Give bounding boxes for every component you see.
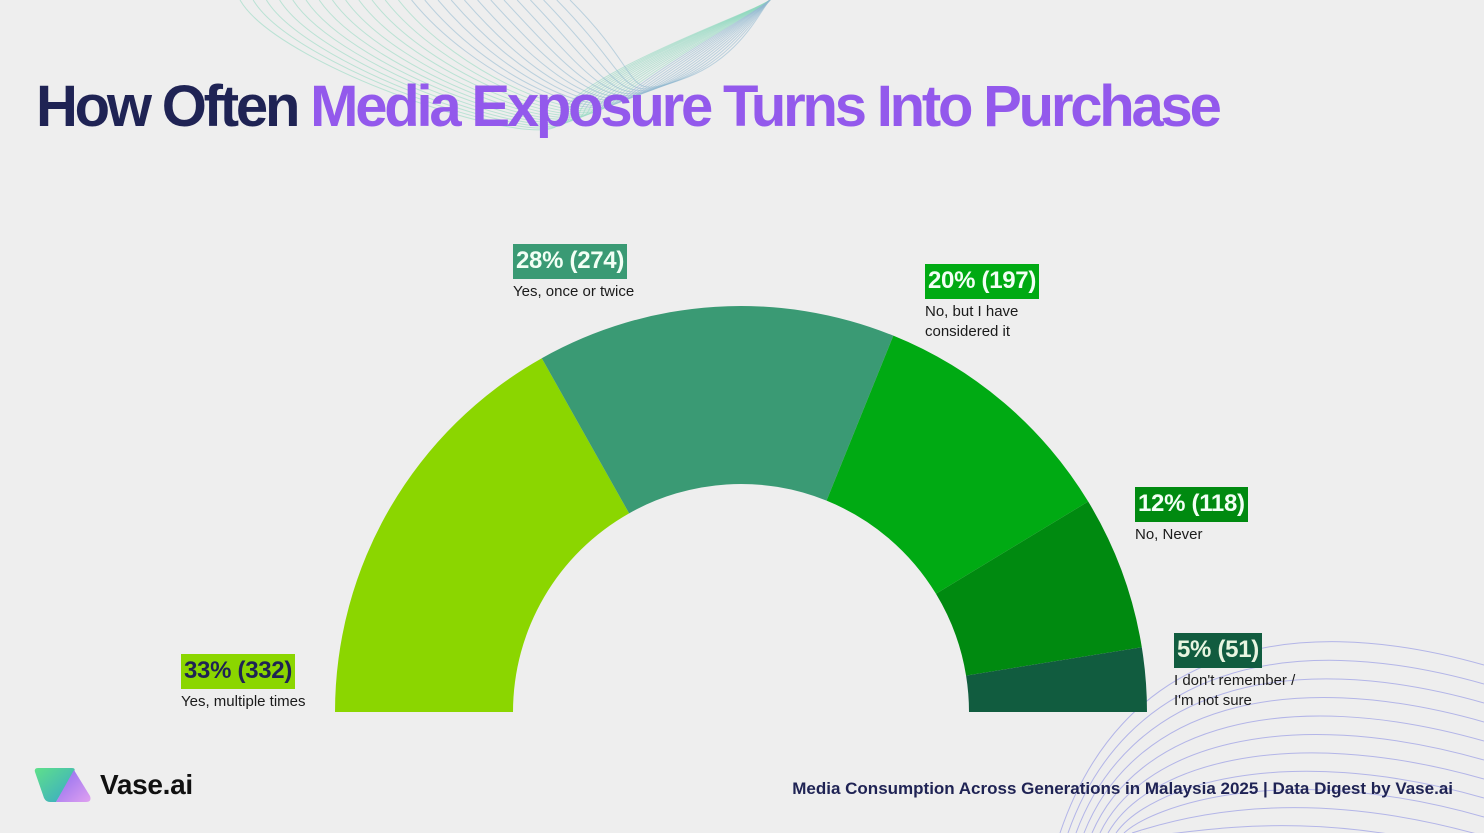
page-title: How Often Media Exposure Turns Into Purc… xyxy=(36,72,1222,142)
title-part-dark: How Often xyxy=(36,74,300,139)
value-badge: 12% (118) xyxy=(1135,487,1248,522)
segment-no-but-considered[interactable] xyxy=(826,335,1089,594)
segment-no-never[interactable] xyxy=(935,501,1142,676)
data-label-yes-once-or-twice: 28% (274) Yes, once or twice xyxy=(513,244,634,302)
segment-yes-once-or-twice[interactable] xyxy=(541,306,894,514)
value-badge: 33% (332) xyxy=(181,654,296,689)
category-label: No, but I have considered it xyxy=(925,303,1019,340)
value-badge: 20% (197) xyxy=(925,264,1040,299)
brand-logo: Vase.ai xyxy=(34,766,193,804)
category-label: Yes, once or twice xyxy=(513,283,635,300)
data-label-no-but-considered: 20% (197) No, but I have considered it xyxy=(925,264,1040,342)
data-label-no-never: 12% (118) No, Never xyxy=(1135,487,1248,545)
value-badge: 28% (274) xyxy=(513,244,628,279)
title-part-accent: Media Exposure Turns Into Purchase xyxy=(310,74,1222,139)
data-label-yes-multiple-times: 33% (332) Yes, multiple times xyxy=(181,654,306,712)
segment-not-sure[interactable] xyxy=(966,647,1147,712)
data-label-not-sure: 5% (51) I don't remember / I'm not sure xyxy=(1174,633,1295,711)
brand-name: Vase.ai xyxy=(100,769,193,800)
category-label: No, Never xyxy=(1135,526,1203,543)
segment-yes-multiple-times[interactable] xyxy=(335,358,630,712)
category-label: Yes, multiple times xyxy=(181,693,306,710)
footer-source: Media Consumption Across Generations in … xyxy=(792,779,1453,798)
vase-logo-icon xyxy=(34,768,91,802)
category-label: I don't remember / I'm not sure xyxy=(1174,672,1296,709)
value-badge: 5% (51) xyxy=(1174,633,1262,668)
